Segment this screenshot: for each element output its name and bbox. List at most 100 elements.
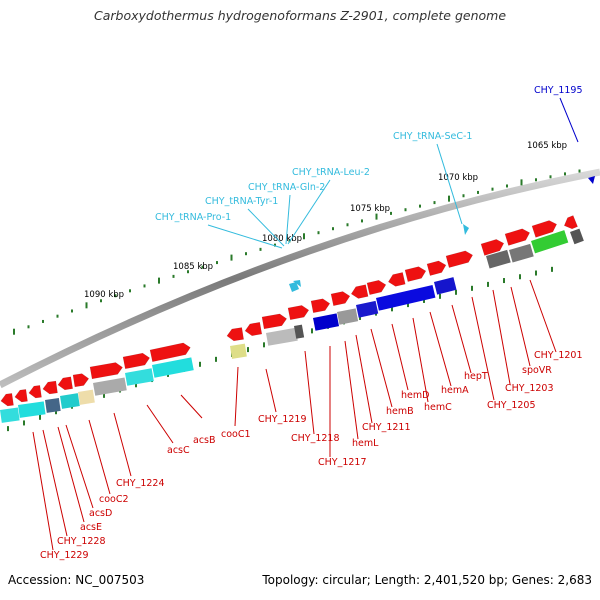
gene-box[interactable] — [509, 243, 534, 263]
gene-label[interactable]: spoVR — [522, 365, 552, 376]
gene-arrow[interactable] — [504, 227, 531, 246]
gene-label[interactable]: acsE — [80, 522, 102, 533]
tick-dot — [519, 274, 521, 280]
gene-arrow[interactable] — [28, 385, 42, 399]
gene-arrow[interactable] — [445, 249, 474, 268]
tick-dot — [471, 285, 473, 291]
gene-box-shape — [434, 277, 457, 295]
gene-box[interactable] — [486, 249, 511, 269]
gene-arrow[interactable] — [42, 380, 58, 395]
gene-arrow[interactable] — [57, 376, 73, 391]
gene-label[interactable]: cooC1 — [221, 429, 251, 440]
gene-arrow[interactable] — [14, 389, 28, 403]
gene-box[interactable] — [45, 398, 61, 413]
gene-box[interactable] — [230, 343, 247, 359]
gene-arrow[interactable] — [480, 238, 506, 256]
gene-box[interactable] — [531, 230, 569, 254]
gene-arrow[interactable] — [387, 272, 406, 287]
gene-label[interactable]: hepT — [464, 371, 488, 382]
gene-label-connector — [42, 429, 68, 537]
gene-label[interactable]: hemL — [352, 438, 379, 449]
trna-marker[interactable] — [463, 224, 469, 235]
gene-arrow[interactable] — [244, 321, 263, 337]
gene-arrow[interactable] — [562, 215, 578, 232]
trna-label[interactable]: CHY_tRNA-Tyr-1 — [205, 196, 278, 207]
gene-box-shape — [531, 230, 569, 254]
gene-arrow[interactable] — [350, 284, 369, 300]
gene-label-connector — [113, 412, 132, 477]
gene-box[interactable] — [78, 389, 95, 405]
gene-label[interactable]: CHY_1218 — [291, 433, 340, 444]
gene-label[interactable]: CHY_1229 — [40, 550, 89, 561]
gene-label[interactable]: acsD — [89, 508, 112, 519]
tick-dot — [448, 195, 450, 202]
tick-dot — [520, 179, 523, 186]
trna-label[interactable]: CHY_tRNA-Leu-2 — [292, 167, 370, 178]
gene-label[interactable]: acsB — [193, 435, 216, 446]
gene-label[interactable]: hemA — [441, 385, 469, 396]
gene-label[interactable]: acsC — [167, 445, 190, 456]
gene-label-connector — [88, 419, 111, 495]
gene-box[interactable] — [93, 377, 127, 396]
gene-box[interactable] — [356, 300, 379, 318]
gene-label[interactable]: hemD — [401, 390, 429, 401]
gene-label[interactable]: CHY_1211 — [362, 422, 411, 433]
gene-arrow[interactable] — [366, 279, 387, 295]
gene-label[interactable]: CHY_1219 — [258, 414, 307, 425]
gene-arrow[interactable] — [0, 393, 14, 407]
gene-label[interactable]: CHY_1217 — [318, 457, 367, 468]
tick-dot — [317, 231, 320, 235]
gene-label-connector — [57, 426, 85, 523]
gene-arrow[interactable] — [426, 259, 447, 276]
gene-arrow[interactable] — [330, 290, 351, 307]
gene-label[interactable]: CHY_1203 — [505, 383, 554, 394]
trna-label[interactable]: CHY_tRNA-SeC-1 — [393, 131, 472, 142]
gene-arrow[interactable] — [72, 373, 90, 388]
gene-label[interactable]: CHY_1201 — [534, 350, 583, 361]
tick-dot — [503, 278, 505, 284]
chy-1195-marker[interactable] — [588, 176, 595, 184]
gene-box[interactable] — [434, 277, 457, 295]
gene-label[interactable]: hemC — [424, 402, 452, 413]
tick-dot — [455, 289, 457, 295]
gene-arrow[interactable] — [287, 304, 310, 321]
tick-dot — [201, 265, 204, 269]
gene-box-shape — [230, 343, 247, 359]
gene-box[interactable] — [337, 308, 359, 325]
tick-dot — [143, 284, 146, 288]
gene-label-connectors — [32, 279, 557, 551]
trna-label[interactable]: CHY_tRNA-Gln-2 — [248, 182, 325, 193]
gene-label[interactable]: CHY_1228 — [57, 536, 106, 547]
gene-box[interactable] — [376, 284, 436, 311]
trna-cluster-marker[interactable] — [289, 280, 301, 292]
gene-arrow[interactable] — [122, 352, 151, 370]
gene-arrow[interactable] — [89, 361, 124, 380]
trna-label[interactable]: CHY_tRNA-Pro-1 — [155, 212, 231, 223]
gene-label[interactable]: CHY_1224 — [116, 478, 165, 489]
tick-dot — [135, 382, 137, 388]
gene-box-shape — [337, 308, 359, 325]
gene-label[interactable]: hemB — [386, 406, 414, 417]
gene-label-chy-1195[interactable]: CHY_1195 — [534, 85, 583, 96]
gene-box[interactable] — [152, 357, 194, 378]
gene-arrow[interactable] — [404, 265, 427, 282]
gene-box[interactable] — [60, 393, 80, 409]
gene-arrow[interactable] — [149, 342, 192, 363]
gene-arrow[interactable] — [226, 327, 244, 342]
gene-box[interactable] — [266, 327, 298, 346]
tick-dot — [216, 261, 218, 265]
tick-dot — [439, 293, 441, 299]
gene-box[interactable] — [313, 313, 340, 331]
gene-box[interactable] — [18, 401, 46, 418]
gene-label[interactable]: cooC2 — [99, 494, 129, 505]
gene-box[interactable] — [294, 324, 305, 339]
gene-arrow[interactable] — [310, 298, 331, 314]
gene-box[interactable] — [570, 228, 584, 245]
gene-arrow[interactable] — [531, 219, 559, 238]
gene-label-connector — [146, 404, 174, 444]
gene-box-shape — [60, 393, 80, 409]
gene-box[interactable] — [0, 407, 20, 423]
gene-box[interactable] — [125, 368, 154, 386]
gene-arrow[interactable] — [261, 313, 288, 330]
gene-label[interactable]: CHY_1205 — [487, 400, 536, 411]
